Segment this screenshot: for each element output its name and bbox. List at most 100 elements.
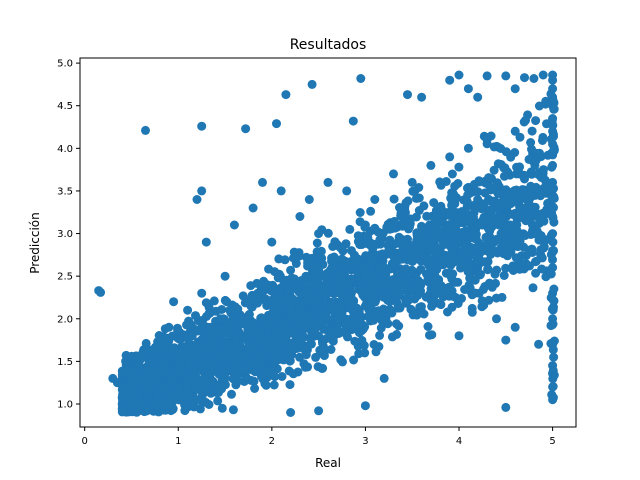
data-point [255, 340, 265, 350]
data-point [220, 373, 230, 383]
data-point [197, 186, 207, 196]
data-point [473, 92, 483, 102]
data-point [215, 314, 225, 324]
data-point [265, 366, 275, 376]
data-point [329, 274, 339, 284]
data-point [501, 263, 511, 273]
data-point [188, 400, 197, 409]
data-point [183, 392, 193, 401]
data-point [328, 263, 338, 273]
data-point [286, 305, 296, 315]
data-point [385, 304, 395, 314]
data-point [280, 255, 290, 265]
data-point [197, 121, 207, 131]
data-point [312, 238, 322, 248]
data-point [529, 152, 539, 162]
data-point [346, 246, 356, 256]
data-point [164, 398, 174, 408]
data-point [397, 221, 407, 231]
data-point [138, 348, 148, 358]
data-point [288, 369, 298, 379]
y-tick-label: 2.5 [57, 272, 73, 283]
data-point [452, 237, 462, 247]
y-tick-label: 4.5 [57, 101, 73, 112]
data-point [465, 248, 475, 258]
data-point [398, 254, 408, 264]
data-point [266, 352, 276, 362]
data-point [534, 101, 544, 111]
data-point [220, 340, 230, 350]
data-point [394, 268, 403, 278]
data-point [400, 242, 410, 252]
data-point [526, 214, 535, 224]
plot-frame [79, 57, 577, 428]
data-point [318, 341, 328, 351]
data-point [276, 186, 286, 196]
data-point [549, 193, 559, 203]
data-point [384, 293, 394, 302]
data-point [192, 340, 202, 350]
data-point [549, 284, 559, 294]
data-point [318, 271, 328, 281]
data-point [513, 167, 523, 177]
data-point [464, 260, 474, 270]
data-point [204, 309, 214, 319]
data-point [531, 268, 541, 278]
data-point [239, 331, 249, 341]
data-point [534, 219, 544, 228]
data-point [416, 264, 426, 274]
data-point [180, 406, 190, 416]
data-point [244, 344, 253, 354]
data-point [191, 311, 200, 321]
data-point [501, 335, 511, 345]
data-point [225, 305, 235, 315]
data-point [520, 73, 529, 83]
data-point [323, 288, 333, 298]
data-point [463, 84, 473, 94]
data-point [241, 124, 251, 134]
data-point [201, 237, 211, 247]
data-point [462, 202, 472, 211]
data-point [499, 271, 509, 280]
data-point [459, 229, 469, 239]
data-point [290, 297, 300, 307]
data-point [476, 269, 485, 279]
data-point [366, 206, 376, 216]
data-point [494, 220, 504, 230]
data-point [381, 270, 391, 280]
data-point [401, 265, 411, 275]
data-point [407, 284, 417, 294]
data-point [304, 195, 314, 204]
data-point [318, 363, 328, 373]
data-point [379, 263, 389, 273]
data-point [435, 177, 445, 187]
data-point [349, 355, 359, 365]
data-point [305, 333, 315, 343]
data-point [348, 320, 358, 330]
data-point [539, 165, 548, 175]
data-point [326, 345, 336, 354]
data-point [538, 132, 548, 142]
data-point [473, 195, 483, 204]
data-point [271, 326, 280, 336]
x-axis-label: Real [315, 456, 341, 470]
data-point [333, 281, 343, 291]
data-point [229, 220, 239, 230]
data-point [524, 195, 534, 204]
data-point [425, 245, 435, 255]
data-point [406, 251, 416, 261]
data-point [508, 195, 517, 205]
data-point [549, 352, 559, 362]
data-point [368, 244, 378, 254]
data-point [408, 307, 418, 317]
data-point [336, 243, 346, 253]
data-point [311, 352, 321, 362]
data-point [316, 246, 326, 256]
data-point [385, 235, 395, 245]
data-point [548, 70, 558, 80]
data-point [145, 356, 155, 366]
data-point [465, 210, 475, 220]
data-point [256, 326, 266, 336]
data-point [467, 307, 477, 317]
data-point [497, 292, 507, 302]
